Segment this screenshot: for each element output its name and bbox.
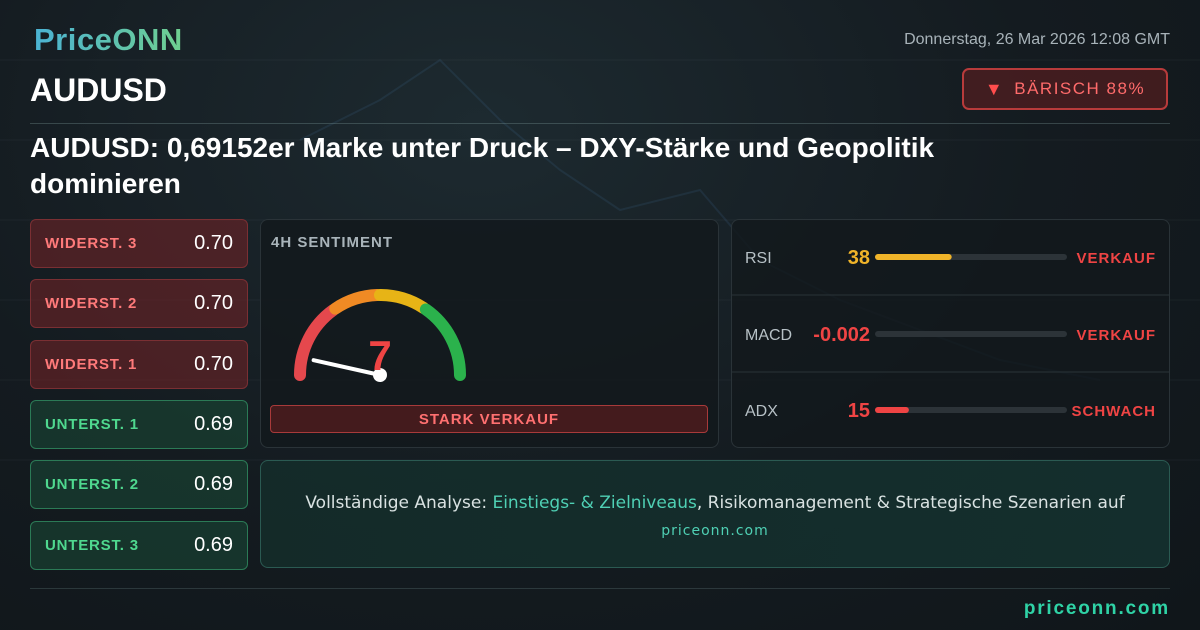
cta-highlight[interactable]: Einstiegs- & Zielniveaus (492, 493, 697, 513)
level-label: UNTERST. 2 (45, 476, 139, 493)
badge-text: BÄRISCH 88% (1014, 79, 1146, 98)
sentiment-label: STARK VERKAUF (270, 405, 708, 433)
level-label: WIDERST. 2 (45, 295, 138, 312)
indicator-panel (731, 219, 1170, 448)
level-box: WIDERST. 3 0.70 (30, 219, 248, 268)
level-label: UNTERST. 3 (45, 537, 139, 554)
cta-lead: Vollständige Analyse: (305, 493, 488, 513)
level-box: WIDERST. 1 0.70 (30, 340, 248, 389)
level-value: 0.70 (194, 292, 233, 314)
level-value: 0.69 (194, 413, 233, 435)
divider (30, 588, 1170, 589)
headline: AUDUSD: 0,69152er Marke unter Druck – DX… (30, 132, 935, 199)
divider (30, 123, 1170, 124)
sentiment-title: 4H SENTIMENT (271, 234, 394, 251)
level-value: 0.69 (194, 534, 233, 556)
level-value: 0.69 (194, 473, 233, 495)
symbol: AUDUSD (30, 72, 167, 108)
level-label: WIDERST. 3 (45, 235, 138, 252)
level-box: UNTERST. 1 0.69 (30, 400, 248, 449)
cta-rest: , Risikomanagement & Strategische Szenar… (696, 493, 1125, 513)
level-value: 0.70 (194, 353, 233, 375)
level-value: 0.70 (194, 232, 233, 254)
down-icon: ▼ (984, 78, 1005, 99)
cta-panel[interactable]: Vollständige Analyse: Einstiegs- & Zieln… (260, 460, 1170, 568)
level-box: WIDERST. 2 0.70 (30, 279, 248, 328)
level-label: UNTERST. 1 (45, 416, 139, 433)
footer-link[interactable]: priceonn.com (1023, 598, 1170, 619)
level-box: UNTERST. 2 0.69 (30, 460, 248, 509)
datetime: Donnerstag, 26 Mar 2026 12:08 GMT (904, 31, 1170, 48)
sentiment-badge: ▼ BÄRISCH 88% (962, 68, 1168, 110)
logo[interactable]: PriceONN (34, 22, 183, 57)
level-label: WIDERST. 1 (45, 356, 138, 373)
cta-link[interactable]: priceonn.com (661, 523, 769, 539)
level-box: UNTERST. 3 0.69 (30, 521, 248, 570)
